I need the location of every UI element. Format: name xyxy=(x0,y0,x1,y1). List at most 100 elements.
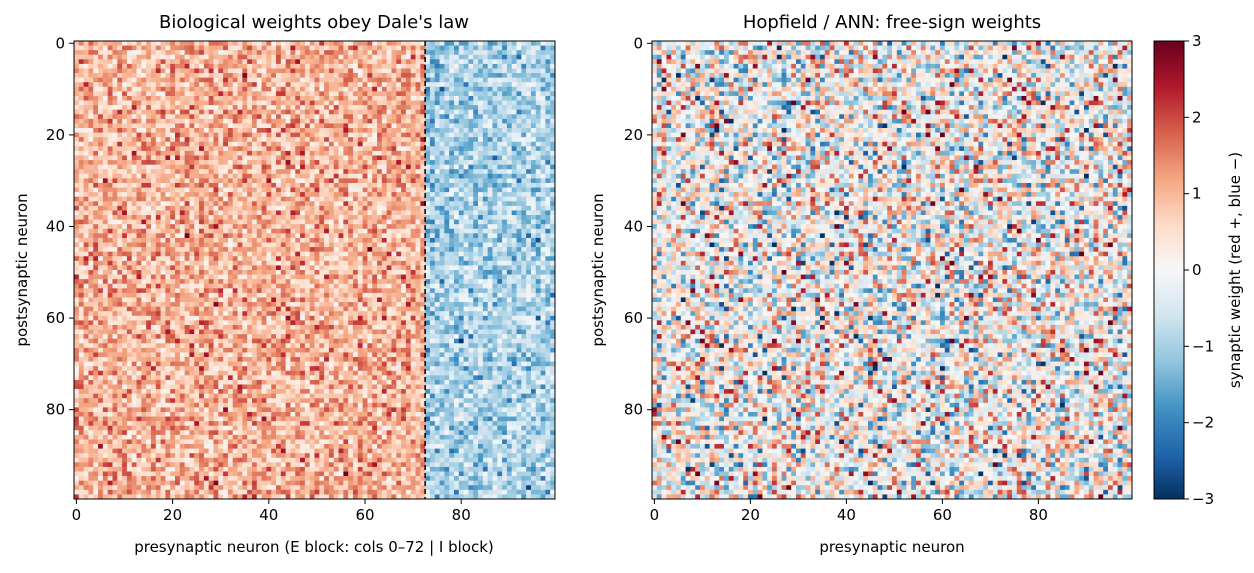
left-heatmap-cell xyxy=(131,137,137,143)
left-heatmap-cell xyxy=(136,237,142,243)
left-heatmap-cell xyxy=(482,146,489,152)
left-heatmap-cell xyxy=(256,73,262,78)
left-heatmap-cell xyxy=(530,210,537,216)
left-heatmap-cell xyxy=(511,137,517,143)
left-heatmap-cell xyxy=(227,215,234,220)
left-heatmap-cell xyxy=(458,132,464,138)
left-heatmap-cell xyxy=(300,141,306,147)
left-heatmap-cell xyxy=(377,77,383,83)
left-heatmap-cell xyxy=(88,228,94,234)
left-heatmap-cell xyxy=(516,95,522,101)
left-heatmap-cell xyxy=(155,95,161,101)
left-heatmap-cell xyxy=(88,100,94,106)
left-heatmap-cell xyxy=(131,77,137,83)
left-heatmap-cell xyxy=(189,100,195,106)
left-heatmap-cell xyxy=(237,146,243,152)
left-heatmap-cell xyxy=(434,247,440,253)
left-heatmap-cell xyxy=(324,109,330,115)
left-heatmap-cell xyxy=(357,164,363,170)
left-heatmap-cell xyxy=(372,82,378,88)
left-heatmap-cell xyxy=(251,95,258,101)
left-heatmap-cell xyxy=(170,95,176,101)
left-heatmap-cell xyxy=(227,105,234,111)
left-heatmap-cell xyxy=(223,155,229,161)
left-heatmap-cell xyxy=(136,137,142,143)
left-heatmap-cell xyxy=(526,173,532,179)
left-heatmap-cell xyxy=(338,105,344,111)
left-heatmap-cell xyxy=(348,73,354,78)
left-heatmap-cell xyxy=(141,82,147,88)
left-heatmap-cell xyxy=(280,63,286,69)
left-heatmap-cell xyxy=(314,196,320,202)
left-heatmap-cell xyxy=(352,77,359,83)
left-heatmap-cell xyxy=(482,187,489,193)
left-heatmap-cell xyxy=(276,45,282,51)
left-heatmap-cell xyxy=(415,210,421,216)
left-heatmap-cell xyxy=(304,73,311,78)
left-heatmap-cell xyxy=(295,45,301,51)
left-heatmap-cell xyxy=(420,95,426,101)
left-heatmap-cell xyxy=(444,210,450,216)
left-heatmap-cell xyxy=(357,237,363,243)
left-heatmap-cell xyxy=(410,247,416,253)
left-heatmap-cell xyxy=(213,160,219,166)
left-heatmap-cell xyxy=(482,114,489,120)
left-heatmap-cell xyxy=(502,201,508,207)
left-heatmap-cell xyxy=(506,141,513,147)
left-heatmap-cell xyxy=(372,68,378,74)
left-heatmap-cell xyxy=(295,59,301,65)
left-heatmap-cell xyxy=(170,219,176,225)
left-heatmap-cell xyxy=(300,150,306,156)
left-heatmap-cell xyxy=(213,91,219,97)
left-heatmap-cell xyxy=(348,77,354,83)
left-heatmap-cell xyxy=(93,210,99,216)
left-heatmap-cell xyxy=(175,109,181,115)
left-heatmap-cell xyxy=(319,205,325,211)
left-heatmap-cell xyxy=(502,160,508,166)
left-heatmap-cell xyxy=(497,54,503,60)
left-heatmap-cell xyxy=(453,178,460,184)
left-heatmap-cell xyxy=(242,77,248,83)
left-heatmap-cell xyxy=(352,82,359,88)
left-heatmap-cell xyxy=(343,82,349,88)
left-heatmap-cell xyxy=(324,141,330,147)
left-heatmap-cell xyxy=(300,123,306,129)
left-heatmap-cell xyxy=(102,242,109,248)
left-heatmap-cell xyxy=(74,192,80,198)
left-heatmap-cell xyxy=(550,237,556,243)
left-heatmap-cell xyxy=(540,219,546,225)
left-heatmap-cell xyxy=(175,265,181,271)
left-heatmap-cell xyxy=(98,242,104,248)
left-heatmap-cell xyxy=(439,141,445,147)
left-heatmap-cell xyxy=(444,100,450,106)
left-heatmap-cell xyxy=(170,196,176,202)
left-heatmap-cell xyxy=(521,187,527,193)
left-heatmap-cell xyxy=(362,118,368,124)
left-heatmap-cell xyxy=(449,228,455,234)
left-heatmap-cell xyxy=(487,59,493,65)
left-heatmap-cell xyxy=(324,247,330,253)
left-heatmap-cell xyxy=(280,187,286,193)
left-heatmap-cell xyxy=(401,54,407,60)
left-heatmap-cell xyxy=(405,146,412,152)
left-heatmap-cell xyxy=(487,95,493,101)
left-heatmap-cell xyxy=(256,265,262,271)
left-heatmap-cell xyxy=(150,150,157,156)
left-heatmap-cell xyxy=(550,160,556,166)
left-heatmap-cell xyxy=(458,50,464,56)
left-heatmap-cell xyxy=(482,141,489,147)
left-heatmap-cell xyxy=(208,54,214,60)
left-heatmap-cell xyxy=(141,123,147,129)
left-heatmap-cell xyxy=(150,41,157,46)
left-heatmap-cell xyxy=(300,41,306,46)
left-heatmap-cell xyxy=(463,128,469,133)
left-heatmap-cell xyxy=(391,146,397,152)
left-heatmap-cell xyxy=(530,63,537,69)
left-heatmap-cell xyxy=(276,146,282,152)
left-heatmap-cell xyxy=(516,59,522,65)
left-heatmap-cell xyxy=(126,251,133,257)
left-heatmap-cell xyxy=(410,187,416,193)
left-heatmap-cell xyxy=(319,54,325,60)
left-heatmap-cell xyxy=(117,242,123,248)
left-heatmap-cell xyxy=(415,114,421,120)
